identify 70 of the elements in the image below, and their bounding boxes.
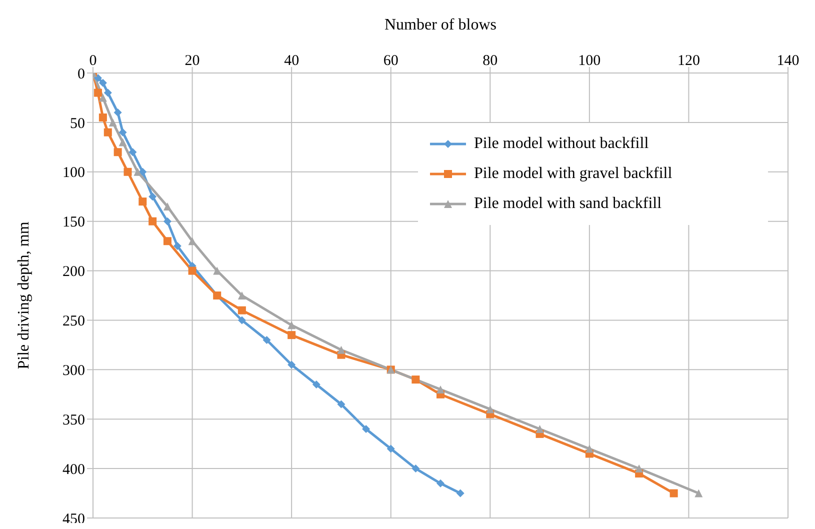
point — [188, 266, 196, 275]
x-tick-label: 80 — [482, 53, 498, 69]
y-tick-label: 0 — [78, 66, 85, 82]
x-tick-label: 20 — [184, 53, 200, 69]
x-tick-label: 60 — [383, 53, 398, 69]
point — [238, 292, 246, 300]
legend-label: Pile model with sand backfill — [474, 194, 662, 214]
point — [104, 128, 112, 136]
point — [312, 380, 320, 388]
point — [436, 385, 444, 394]
y-tick-label: 300 — [62, 362, 85, 379]
point — [138, 168, 147, 176]
x-tick-label: 140 — [776, 53, 800, 69]
point — [188, 237, 196, 246]
point — [98, 94, 107, 102]
x-axis-title: Number of blows — [384, 16, 496, 34]
point — [238, 316, 246, 324]
point — [108, 118, 117, 126]
y-tick-label: 200 — [62, 264, 85, 280]
y-tick-label: 150 — [62, 214, 85, 231]
point — [148, 192, 157, 201]
point — [486, 405, 494, 414]
y-tick-label: 400 — [62, 462, 85, 478]
legend-label: Pile model without backfill — [474, 134, 649, 154]
point — [148, 217, 157, 226]
point — [456, 489, 464, 498]
point — [386, 444, 395, 453]
point — [288, 360, 296, 369]
x-tick-label: 40 — [284, 53, 300, 69]
y-tick-label: 50 — [70, 116, 85, 132]
legend-label: Pile model with gravel backfill — [474, 164, 672, 184]
point — [436, 479, 444, 488]
point — [288, 321, 296, 330]
point — [288, 331, 296, 340]
y-tick-label: 250 — [62, 314, 85, 330]
x-tick-label: 120 — [677, 53, 700, 69]
point — [694, 489, 703, 498]
x-tick-label: 100 — [578, 53, 601, 69]
point — [98, 78, 107, 87]
point — [412, 376, 420, 384]
point — [362, 425, 370, 433]
point — [536, 425, 544, 433]
point — [262, 336, 271, 344]
point — [163, 237, 172, 246]
point — [134, 168, 142, 176]
point — [94, 88, 102, 97]
point — [585, 444, 594, 453]
point — [94, 74, 102, 82]
point — [138, 198, 147, 206]
y-tick-label: 100 — [62, 165, 85, 182]
point — [118, 138, 127, 146]
point — [128, 148, 137, 156]
y-tick-label: 350 — [62, 412, 85, 428]
point — [114, 148, 122, 156]
point — [670, 489, 678, 498]
point — [337, 400, 346, 408]
point — [412, 464, 420, 473]
point — [104, 88, 112, 97]
point — [173, 242, 182, 250]
point — [118, 128, 127, 136]
point — [163, 202, 172, 210]
point — [124, 168, 132, 176]
y-axis-title: Pile driving depth, mm — [16, 221, 33, 370]
point — [337, 346, 346, 354]
point — [238, 306, 246, 314]
point — [163, 217, 172, 226]
point — [635, 464, 644, 473]
x-tick-label: 0 — [89, 53, 97, 69]
point — [114, 108, 122, 117]
point — [98, 114, 107, 122]
